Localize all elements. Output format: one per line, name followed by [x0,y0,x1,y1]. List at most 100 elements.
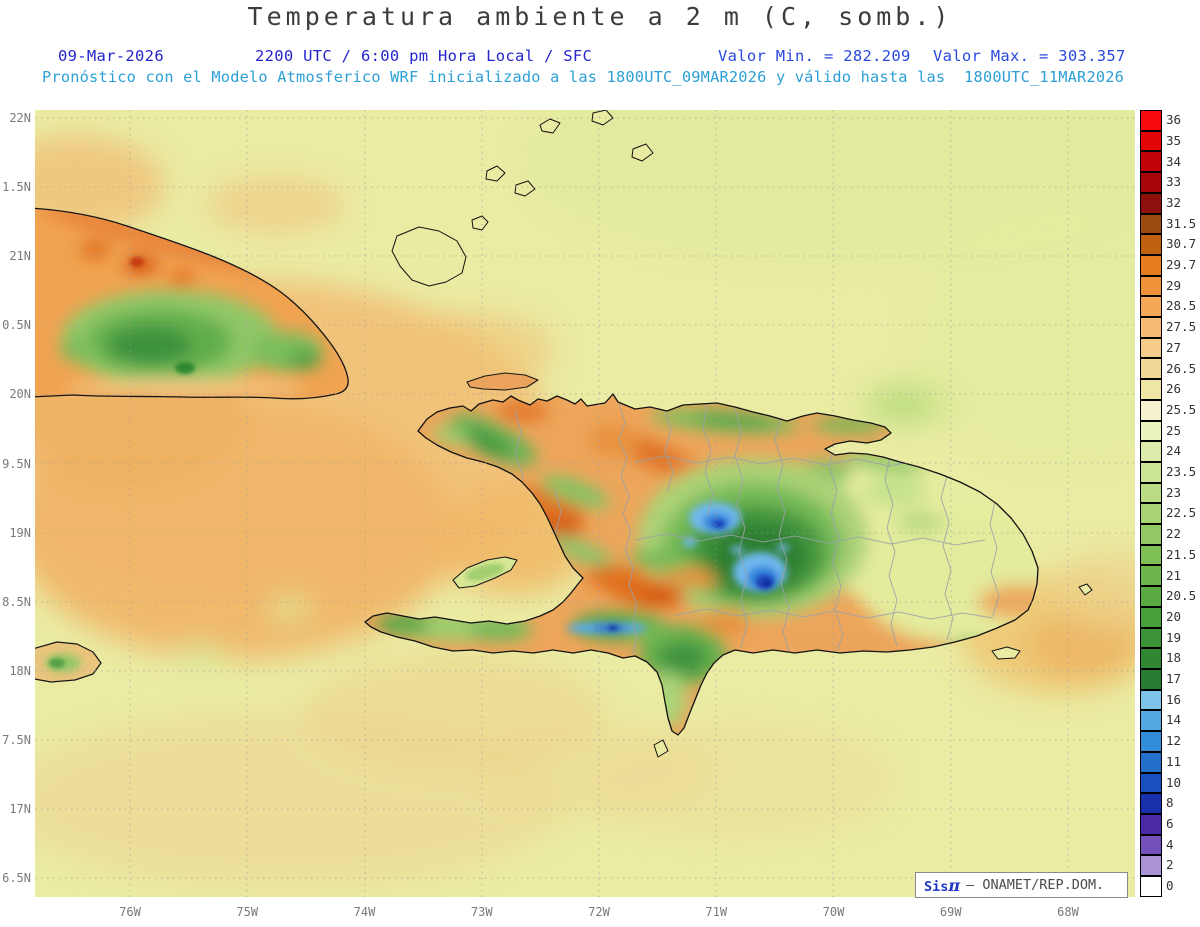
colorbar-swatch [1140,524,1162,545]
colorbar-row: 11 [1140,751,1200,773]
colorbar-row: 32 [1140,192,1200,214]
lon-label: 74W [353,905,376,919]
colorbar-label: 31.5 [1166,215,1197,231]
lat-label: 17N [9,802,31,816]
colorbar-row: 36 [1140,110,1200,131]
colorbar-label: 10 [1166,774,1182,790]
colorbar-swatch [1140,151,1162,173]
colorbar-label: 22 [1166,526,1182,542]
model-info-line: Pronóstico con el Modelo Atmosferico WRF… [42,68,1125,86]
colorbar-swatch [1140,337,1162,359]
colorbar-label: 11 [1166,753,1182,769]
colorbar-label: 32 [1166,194,1182,210]
colorbar-row: 26 [1140,379,1200,400]
colorbar-label: 20.5 [1166,588,1197,604]
colorbar-row: 23.5 [1140,461,1200,483]
valid-time: 2200 UTC / 6:00 pm Hora Local / SFC [255,47,593,65]
colorbar-row: 26.5 [1140,358,1200,380]
outline-islands [391,110,654,287]
colorbar-row: 0 [1140,876,1200,897]
colorbar-row: 23 [1140,482,1200,504]
sispi-logo: Sisπ [924,875,961,895]
colorbar-row: 20.5 [1140,586,1200,607]
colorbar-row: 20 [1140,606,1200,628]
colorbar-swatch [1140,544,1162,566]
colorbar-label: 29.7 [1166,257,1197,273]
lon-label: 71W [705,905,728,919]
colorbar-row: 28.5 [1140,296,1200,318]
colorbar-swatch [1140,772,1162,794]
colorbar-row: 21 [1140,565,1200,587]
colorbar-label: 2 [1166,857,1174,873]
colorbar-label: 19 [1166,629,1182,645]
lat-label: 21N [9,249,31,264]
colorbar-label: 25.5 [1166,401,1197,417]
credit-box: Sisπ – ONAMET/REP.DOM. [915,872,1128,898]
colorbar-label: 34 [1166,153,1182,169]
colorbar-swatch [1140,254,1162,276]
colorbar-label: 27.5 [1166,319,1197,335]
colorbar-label: 16 [1166,691,1182,707]
colorbar-row: 29.7 [1140,254,1200,276]
colorbar-swatch [1140,172,1162,193]
colorbar-label: 21.5 [1166,546,1197,562]
colorbar-swatch [1140,834,1162,856]
colorbar-row: 17 [1140,668,1200,690]
lon-label: 76W [119,905,141,919]
colorbar-row: 19 [1140,627,1200,649]
colorbar-swatch [1140,731,1162,752]
colorbar-row: 27.5 [1140,317,1200,338]
colorbar: 36 35 34 33 32 31.5 30.7 29.7 29 28.5 27.5 27 26.5 26… [1140,110,1200,897]
lat-label: 6.5N [2,871,31,886]
lat-label: 0.5N [2,318,31,333]
colorbar-swatch [1140,110,1162,131]
colorbar-label: 29 [1166,277,1182,293]
colorbar-label: 17 [1166,671,1182,687]
colorbar-label: 18 [1166,650,1182,666]
colorbar-label: 0 [1166,878,1174,894]
colorbar-swatch [1140,668,1162,690]
colorbar-label: 36 [1166,112,1182,128]
colorbar-swatch [1140,503,1162,525]
pi-symbol: π [948,875,961,895]
tortuga-island [466,372,539,391]
colorbar-row: 18 [1140,648,1200,669]
colorbar-swatch [1140,461,1162,483]
colorbar-swatch [1140,627,1162,649]
nearshore-islets [653,583,1093,758]
colorbar-row: 25 [1140,420,1200,442]
colorbar-row: 16 [1140,689,1200,711]
colorbar-row: 29 [1140,275,1200,297]
colorbar-swatch [1140,813,1162,835]
colorbar-label: 26.5 [1166,360,1197,376]
lon-label: 72W [588,905,610,919]
colorbar-swatch [1140,399,1162,421]
lon-label: 70W [822,905,845,919]
lat-label: 22N [9,111,31,125]
value-min: Valor Min. = 282.209 [718,47,911,65]
colorbar-label: 6 [1166,816,1174,831]
lon-label: 73W [470,905,493,919]
colorbar-swatch [1140,710,1162,732]
lat-label: 1.5N [2,180,31,195]
colorbar-label: 4 [1166,836,1174,852]
colorbar-label: 23.5 [1166,464,1197,480]
colorbar-label: 30.7 [1166,236,1197,252]
colorbar-swatch [1140,441,1162,462]
colorbar-swatch [1140,565,1162,587]
colorbar-swatch [1140,192,1162,214]
colorbar-swatch [1140,275,1162,297]
colorbar-swatch [1140,130,1162,152]
colorbar-swatch [1140,689,1162,711]
lat-label: 19N [9,525,31,540]
colorbar-row: 10 [1140,772,1200,794]
colorbar-label: 23 [1166,484,1182,500]
colorbar-swatch [1140,751,1162,773]
lat-label: 18N [9,663,31,678]
colorbar-row: 31.5 [1140,213,1200,235]
colorbar-row: 8 [1140,793,1200,814]
colorbar-label: 33 [1166,174,1182,190]
colorbar-swatch [1140,482,1162,504]
colorbar-swatch [1140,296,1162,318]
